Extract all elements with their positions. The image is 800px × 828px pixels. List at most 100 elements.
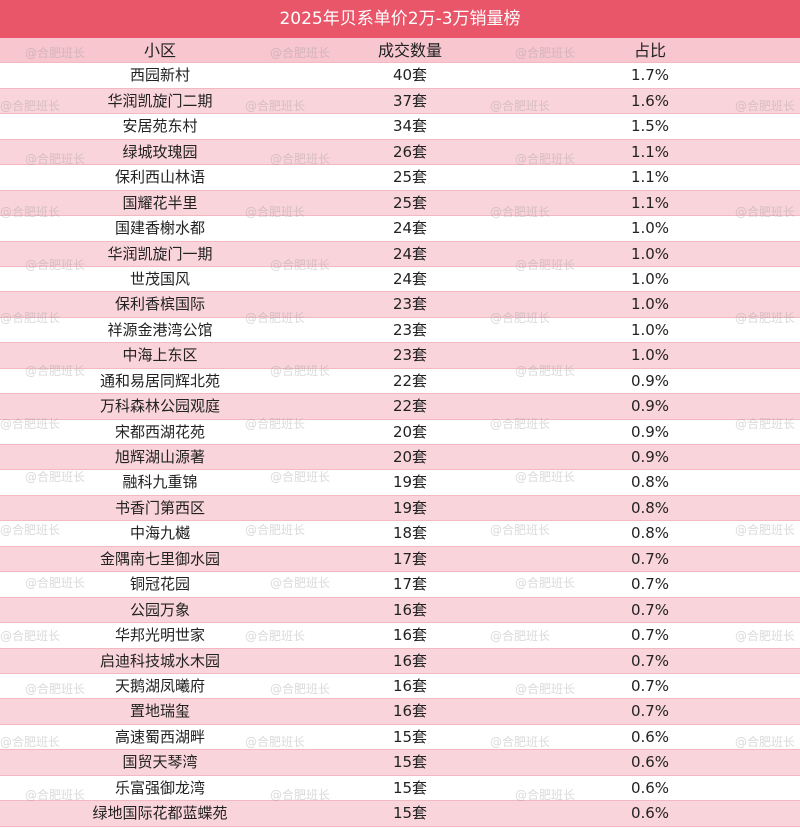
cell: 置地瑞玺	[129, 702, 190, 721]
cell: 0.7%	[630, 575, 670, 594]
cell: 15套	[392, 753, 428, 772]
cell: 15套	[392, 778, 428, 797]
table-row: 中海九樾 18套 0.8%	[0, 521, 800, 547]
table-row: 华润凯旋门一期 24套 1.0%	[0, 241, 800, 267]
column-header: 小区	[143, 41, 176, 60]
cell: 1.0%	[630, 320, 670, 339]
table-row: 公园万象 16套 0.7%	[0, 597, 800, 624]
cell: 天鹅湖凤曦府	[114, 676, 205, 695]
cell: 19套	[392, 498, 428, 517]
cell: 22套	[392, 397, 428, 416]
cell: 37套	[392, 91, 428, 110]
table-row: 中海上东区 23套 1.0%	[0, 343, 800, 369]
table-row: 天鹅湖凤曦府 16套 0.7%	[0, 674, 800, 700]
cell: 24套	[392, 244, 428, 263]
title: 2025年贝系单价2万-3万销量榜	[0, 0, 800, 38]
cell: 0.8%	[630, 524, 670, 543]
cell: 宋都西湖花苑	[114, 422, 205, 441]
cell: 16套	[392, 626, 428, 645]
cell: 祥源金港湾公馆	[107, 320, 213, 339]
cell: 23套	[392, 346, 428, 365]
cell: 1.6%	[630, 91, 670, 110]
cell: 1.0%	[630, 269, 670, 288]
cell: 0.9%	[630, 371, 670, 390]
cell: 1.5%	[630, 117, 670, 136]
cell: 华邦光明世家	[114, 626, 205, 645]
cell: 绿城玫瑰园	[122, 142, 198, 161]
table-row: 通和易居同辉北苑 22套 0.9%	[0, 369, 800, 395]
table-row: 启迪科技城水木园 16套 0.7%	[0, 648, 800, 674]
cell: 24套	[392, 219, 428, 238]
table: 小区 成交数量 占比西园新村 40套 1.7% 华润凯旋门二期 37套 1.6% 安居苑东村 34…	[0, 38, 800, 827]
cell: 24套	[392, 269, 428, 288]
cell: 0.8%	[630, 498, 670, 517]
table-row: 宋都西湖花苑 20套 0.9%	[0, 420, 800, 445]
table-row: 置地瑞玺 16套 0.7%	[0, 699, 800, 725]
cell: 0.6%	[630, 804, 670, 823]
cell: 通和易居同辉北苑	[99, 371, 220, 390]
cell: 16套	[392, 600, 428, 619]
table-row: 万科森林公园观庭 22套 0.9%	[0, 394, 800, 420]
table-row: 华邦光明世家 16套 0.7%	[0, 623, 800, 649]
cell: 19套	[392, 473, 428, 492]
cell: 绿地国际花都蓝蝶苑	[92, 804, 228, 823]
cell: 18套	[392, 524, 428, 543]
cell: 25套	[392, 168, 428, 187]
cell: 保利香槟国际	[114, 295, 205, 314]
cell: 西园新村	[129, 66, 190, 85]
cell: 15套	[392, 727, 428, 746]
cell: 铜冠花园	[129, 575, 190, 594]
table-row: 旭辉湖山源著 20套 0.9%	[0, 445, 800, 471]
table-row: 华润凯旋门二期 37套 1.6%	[0, 88, 800, 115]
cell: 34套	[392, 117, 428, 136]
cell: 华润凯旋门二期	[107, 91, 213, 110]
table-row: 国耀花半里 25套 1.1%	[0, 190, 800, 217]
cell: 1.0%	[630, 295, 670, 314]
table-row: 西园新村 40套 1.7%	[0, 63, 800, 89]
cell: 国贸天琴湾	[122, 753, 198, 772]
table-row: 绿城玫瑰园 26套 1.1%	[0, 139, 800, 166]
cell: 17套	[392, 575, 428, 594]
cell: 华润凯旋门一期	[107, 244, 213, 263]
table-row: 安居苑东村 34套 1.5%	[0, 114, 800, 140]
table-row: 融科九重锦 19套 0.8%	[0, 470, 800, 496]
cell: 中海九樾	[129, 524, 190, 543]
table-row: 高速蜀西湖畔 15套 0.6%	[0, 725, 800, 751]
cell: 1.0%	[630, 219, 670, 238]
cell: 23套	[392, 295, 428, 314]
table-row: 铜冠花园 17套 0.7%	[0, 572, 800, 598]
cell: 1.7%	[630, 66, 670, 85]
cell: 16套	[392, 651, 428, 670]
cell: 旭辉湖山源著	[114, 448, 205, 466]
cell: 0.7%	[630, 549, 670, 568]
table-row: 保利香槟国际 23套 1.0%	[0, 292, 800, 318]
table-row: 世茂国风 24套 1.0%	[0, 267, 800, 293]
cell: 安居苑东村	[122, 117, 198, 136]
table-row: 书香门第西区 19套 0.8%	[0, 495, 800, 522]
cell: 0.7%	[630, 626, 670, 645]
cell: 0.7%	[630, 676, 670, 695]
table-row: 国贸天琴湾 15套 0.6%	[0, 750, 800, 776]
cell: 0.7%	[630, 702, 670, 721]
cell: 融科九重锦	[122, 473, 198, 492]
cell: 1.1%	[630, 193, 670, 212]
cell: 16套	[392, 676, 428, 695]
table-row: 乐富强御龙湾 15套 0.6%	[0, 776, 800, 802]
cell: 40套	[392, 66, 428, 85]
column-header: 成交数量	[377, 41, 442, 60]
cell: 20套	[392, 448, 428, 466]
table-row: 保利西山林语 25套 1.1%	[0, 165, 800, 191]
cell: 万科森林公园观庭	[99, 397, 220, 416]
table-row: 祥源金港湾公馆 23套 1.0%	[0, 318, 800, 344]
table-row: 绿地国际花都蓝蝶苑 15套 0.6%	[0, 801, 800, 827]
cell: 世茂国风	[129, 269, 190, 288]
cell: 乐富强御龙湾	[114, 778, 205, 797]
cell: 金隅南七里御水园	[99, 549, 220, 568]
cell: 书香门第西区	[114, 498, 205, 517]
cell: 22套	[392, 371, 428, 390]
cell: 启迪科技城水木园	[99, 651, 220, 670]
cell: 20套	[392, 422, 428, 441]
table-row: 国建香榭水都 24套 1.0%	[0, 216, 800, 242]
column-header: 占比	[633, 41, 666, 60]
